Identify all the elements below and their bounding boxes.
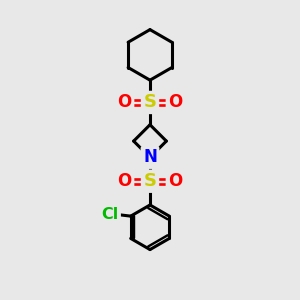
Text: S: S	[143, 172, 157, 190]
Text: O: O	[168, 93, 182, 111]
Text: O: O	[118, 172, 132, 190]
Text: O: O	[168, 172, 182, 190]
Text: O: O	[118, 93, 132, 111]
Text: N: N	[143, 148, 157, 166]
Text: S: S	[143, 93, 157, 111]
Text: Cl: Cl	[101, 207, 118, 222]
